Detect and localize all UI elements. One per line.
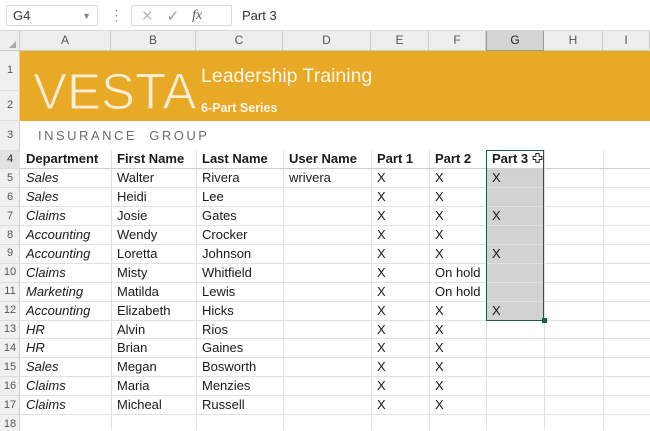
svg-text:VESTA: VESTA <box>33 63 196 120</box>
